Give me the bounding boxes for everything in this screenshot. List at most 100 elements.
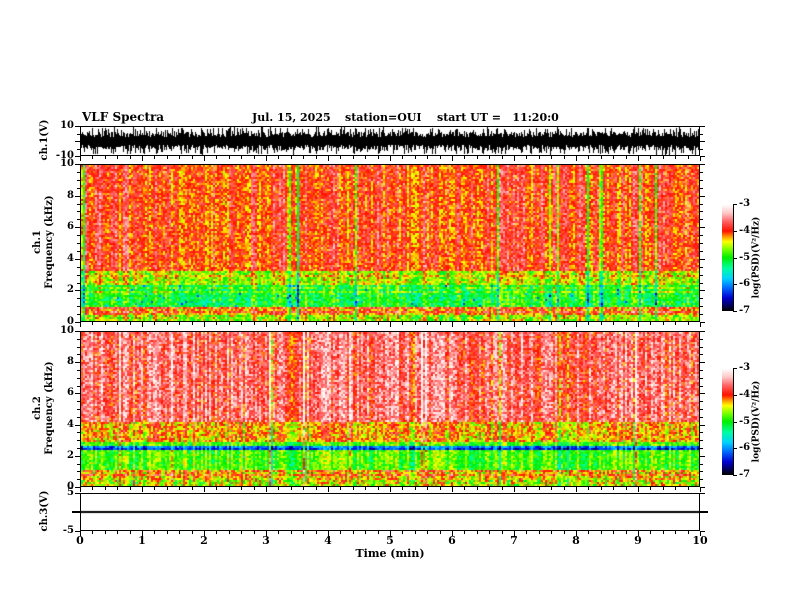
y-tick-label: 8 bbox=[67, 190, 74, 201]
tick bbox=[192, 322, 193, 325]
start-ut-label: start UT = 11:20:0 bbox=[437, 111, 559, 124]
tick bbox=[77, 180, 80, 181]
tick bbox=[700, 298, 703, 299]
tick bbox=[576, 322, 577, 327]
tick bbox=[72, 511, 80, 513]
tick bbox=[700, 306, 703, 307]
tick bbox=[390, 156, 391, 161]
tick bbox=[117, 531, 118, 534]
tick bbox=[179, 156, 180, 159]
tick bbox=[688, 156, 689, 159]
tick bbox=[700, 322, 705, 323]
tick bbox=[427, 322, 428, 325]
tick bbox=[75, 164, 80, 165]
tick bbox=[303, 531, 304, 534]
tick bbox=[415, 487, 416, 490]
tick bbox=[650, 156, 651, 159]
tick bbox=[117, 322, 118, 325]
tick bbox=[733, 231, 737, 232]
tick bbox=[77, 471, 80, 472]
tick bbox=[675, 487, 676, 490]
tick bbox=[92, 322, 93, 325]
tick bbox=[700, 386, 703, 387]
tick bbox=[402, 322, 403, 325]
tick bbox=[142, 156, 143, 161]
colorbar-tick-label: -6 bbox=[739, 442, 751, 453]
tick bbox=[402, 531, 403, 534]
y-tick-label: 2 bbox=[67, 450, 74, 461]
tick bbox=[700, 464, 703, 465]
tick bbox=[700, 204, 703, 205]
tick bbox=[440, 156, 441, 159]
tick bbox=[638, 531, 639, 536]
tick bbox=[539, 531, 540, 534]
tick bbox=[675, 322, 676, 325]
tick bbox=[75, 493, 80, 494]
tick bbox=[291, 487, 292, 490]
tick bbox=[700, 448, 703, 449]
tick bbox=[733, 368, 734, 475]
tick bbox=[526, 487, 527, 490]
tick bbox=[77, 378, 80, 379]
tick bbox=[452, 322, 453, 327]
tick bbox=[154, 487, 155, 490]
tick bbox=[303, 156, 304, 159]
tick bbox=[700, 180, 703, 181]
tick bbox=[576, 156, 577, 161]
tick bbox=[77, 172, 80, 173]
tick bbox=[278, 156, 279, 159]
tick bbox=[514, 487, 515, 492]
tick bbox=[402, 487, 403, 490]
tick bbox=[700, 493, 705, 494]
tick bbox=[700, 149, 703, 150]
tick bbox=[229, 156, 230, 159]
tick bbox=[514, 322, 515, 327]
tick bbox=[167, 322, 168, 325]
tick bbox=[241, 531, 242, 534]
y-tick-label: 6 bbox=[67, 387, 74, 398]
tick bbox=[551, 322, 552, 325]
tick bbox=[489, 322, 490, 325]
y-tick-label: 4 bbox=[67, 253, 74, 264]
tick bbox=[77, 314, 80, 315]
tick bbox=[638, 322, 639, 327]
x-tick-label: 10 bbox=[692, 534, 708, 547]
tick bbox=[700, 409, 703, 410]
tick bbox=[700, 417, 703, 418]
tick bbox=[229, 487, 230, 490]
ch2-spectrogram-plot bbox=[81, 332, 699, 486]
tick bbox=[700, 432, 703, 433]
tick bbox=[328, 156, 329, 161]
tick bbox=[278, 487, 279, 490]
tick bbox=[216, 322, 217, 325]
tick bbox=[75, 126, 80, 127]
tick bbox=[365, 322, 366, 325]
tick bbox=[477, 487, 478, 490]
tick bbox=[733, 311, 737, 312]
tick bbox=[539, 322, 540, 325]
tick bbox=[340, 156, 341, 159]
tick bbox=[688, 322, 689, 325]
tick bbox=[92, 487, 93, 490]
tick bbox=[564, 156, 565, 159]
ch2-frequency-axis-label-channel: ch.2 bbox=[32, 396, 43, 420]
y-tick-label: 10 bbox=[60, 120, 74, 131]
tick bbox=[700, 354, 703, 355]
tick bbox=[75, 156, 80, 157]
tick bbox=[733, 258, 737, 259]
tick bbox=[291, 322, 292, 325]
tick bbox=[700, 347, 703, 348]
tick bbox=[378, 156, 379, 159]
tick bbox=[77, 464, 80, 465]
tick bbox=[700, 259, 705, 260]
tick bbox=[365, 156, 366, 159]
tick bbox=[700, 401, 703, 402]
date-label: Jul. 15, 2025 bbox=[252, 111, 331, 124]
tick bbox=[353, 487, 354, 490]
x-tick-label: 8 bbox=[572, 534, 580, 547]
tick bbox=[452, 531, 453, 536]
tick bbox=[117, 487, 118, 490]
ch2-spectrogram-panel bbox=[80, 331, 700, 487]
x-tick-label: 4 bbox=[324, 534, 332, 547]
tick bbox=[77, 401, 80, 402]
